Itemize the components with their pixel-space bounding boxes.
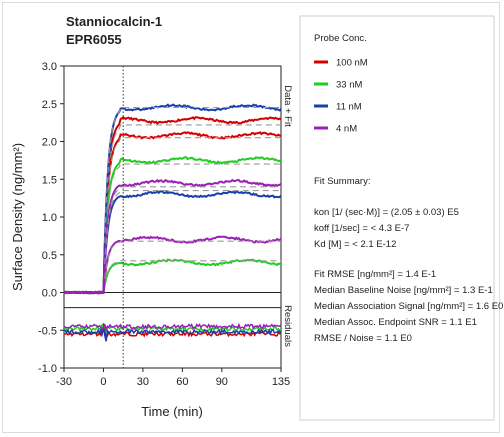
x-tick-label: 0 [100, 376, 106, 388]
x-tick-label: 30 [137, 376, 149, 388]
fit-curve [104, 186, 281, 265]
series-group [63, 103, 282, 342]
summary-panel [299, 15, 495, 421]
y-tick-label: -0.5 [38, 325, 57, 337]
y-tick-label: 1.0 [42, 212, 57, 224]
y-tick-label: 0.5 [42, 250, 57, 262]
legend-label: 33 nM [336, 80, 362, 91]
fit-kd: Kd [M] = < 2.1 E-12 [314, 239, 397, 250]
residual-curve [63, 327, 282, 342]
x-tick-label: 90 [216, 376, 228, 388]
series-curve-4-nm [63, 235, 282, 295]
stat-baseline-noise: Median Baseline Noise [ng/mm²] = 1.3 E-1 [314, 285, 493, 296]
figure-frame [2, 2, 500, 433]
x-tick-label: 60 [176, 376, 188, 388]
stat-association-signal: Median Association Signal [ng/mm²] = 1.6… [314, 301, 504, 312]
x-tick-label: -30 [56, 376, 72, 388]
fit-curve [104, 124, 281, 248]
y-tick-label: -1.0 [38, 363, 57, 375]
stat-endpoint-snr: Median Assoc. Endpoint SNR = 1.1 E1 [314, 317, 477, 328]
fit-summary-heading: Fit Summary: [314, 176, 371, 187]
y-axis-label: Surface Density (ng/mm²) [10, 143, 25, 291]
stat-fit-rmse: Fit RMSE [ng/mm²] = 1.4 E-1 [314, 269, 437, 280]
chart-title: Stanniocalcin-1 [66, 14, 162, 29]
residual-curve [64, 324, 282, 333]
fit-curve [104, 163, 281, 259]
x-tick-label: 135 [272, 376, 290, 388]
stat-rmse-noise: RMSE / Noise = 1.1 E0 [314, 333, 412, 344]
y-tick-label: 3.0 [42, 61, 57, 73]
legend-title: Probe Conc. [314, 33, 367, 44]
legend-label: 4 nM [336, 124, 357, 135]
legend-label: 11 nM [336, 102, 362, 113]
chart-subtitle: EPR6055 [66, 32, 122, 47]
axis-ticks: 3.0 2.5 2.0 1.5 1.0 0.5 0.0 -0.5 -1.0-30 0 30 60 90 1… [38, 61, 290, 388]
y-tick-label: 1.5 [42, 174, 57, 186]
legend: 100 nM 33 nM 11 nM 4 nM [314, 58, 368, 135]
fit-curve [104, 106, 281, 243]
plot-area [63, 65, 282, 369]
fit-curve [104, 240, 281, 279]
y-tick-label: 0.0 [42, 288, 57, 300]
data-fit-label: Data + Fit [282, 85, 293, 127]
residuals-label: Residuals [282, 305, 293, 347]
x-axis-label: Time (min) [141, 404, 203, 419]
y-tick-label: 2.0 [42, 137, 57, 149]
y-tick-label: 2.5 [42, 99, 57, 111]
fit-curve [104, 190, 281, 266]
legend-label: 100 nM [336, 58, 368, 69]
residual-curve [63, 322, 282, 332]
fit-koff: koff [1/sec] = < 4.3 E-7 [314, 223, 410, 234]
fit-curve [104, 260, 281, 285]
fit-kon: kon [1/ (sec·M)] = (2.05 ± 0.03) E5 [314, 207, 459, 218]
